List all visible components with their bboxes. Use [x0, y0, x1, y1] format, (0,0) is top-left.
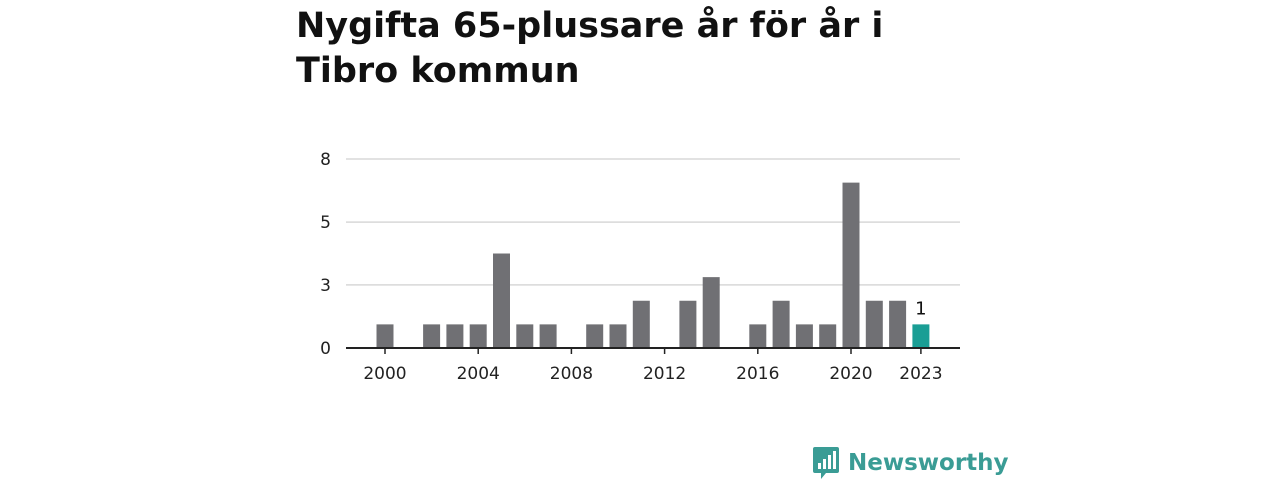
- bar: [423, 324, 441, 348]
- bar: [795, 324, 813, 348]
- x-tick-label: 2012: [643, 364, 686, 384]
- x-tick-label: 2004: [457, 364, 500, 384]
- x-tick-label: 2016: [736, 364, 779, 384]
- newsworthy-logo: Newsworthy: [812, 446, 1009, 480]
- bar: [469, 324, 487, 348]
- x-tick-label: 2023: [899, 364, 942, 384]
- bar: [632, 300, 650, 348]
- bar: [539, 324, 557, 348]
- bar: [702, 277, 720, 348]
- bar: [889, 300, 907, 348]
- chart-title: Nygifta 65-plussare år för år i Tibro ko…: [296, 6, 884, 91]
- bar: [749, 324, 767, 348]
- bar: [446, 324, 464, 348]
- y-tick-label: 0: [320, 339, 331, 359]
- y-tick-label: 8: [320, 150, 331, 170]
- bar: [376, 324, 394, 348]
- bar: [842, 182, 860, 348]
- bar: [912, 324, 930, 348]
- bar: [772, 300, 790, 348]
- bar: [609, 324, 627, 348]
- bar: [819, 324, 837, 348]
- y-tick-label: 3: [320, 276, 331, 296]
- newsworthy-logo-text: Newsworthy: [848, 450, 1009, 476]
- x-tick-label: 2008: [550, 364, 593, 384]
- bar: [865, 300, 883, 348]
- bar: [516, 324, 534, 348]
- bar: [586, 324, 604, 348]
- newsworthy-logo-icon: [813, 447, 839, 479]
- bar: [679, 300, 697, 348]
- bar: [493, 253, 510, 348]
- y-tick-label: 5: [320, 213, 331, 233]
- data-label: 1: [915, 298, 926, 319]
- x-tick-label: 2000: [363, 364, 406, 384]
- x-tick-label: 2020: [829, 364, 872, 384]
